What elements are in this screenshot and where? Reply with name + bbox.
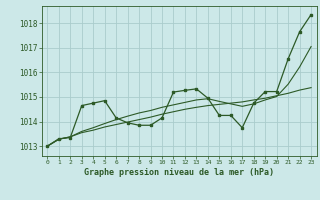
X-axis label: Graphe pression niveau de la mer (hPa): Graphe pression niveau de la mer (hPa) (84, 168, 274, 177)
